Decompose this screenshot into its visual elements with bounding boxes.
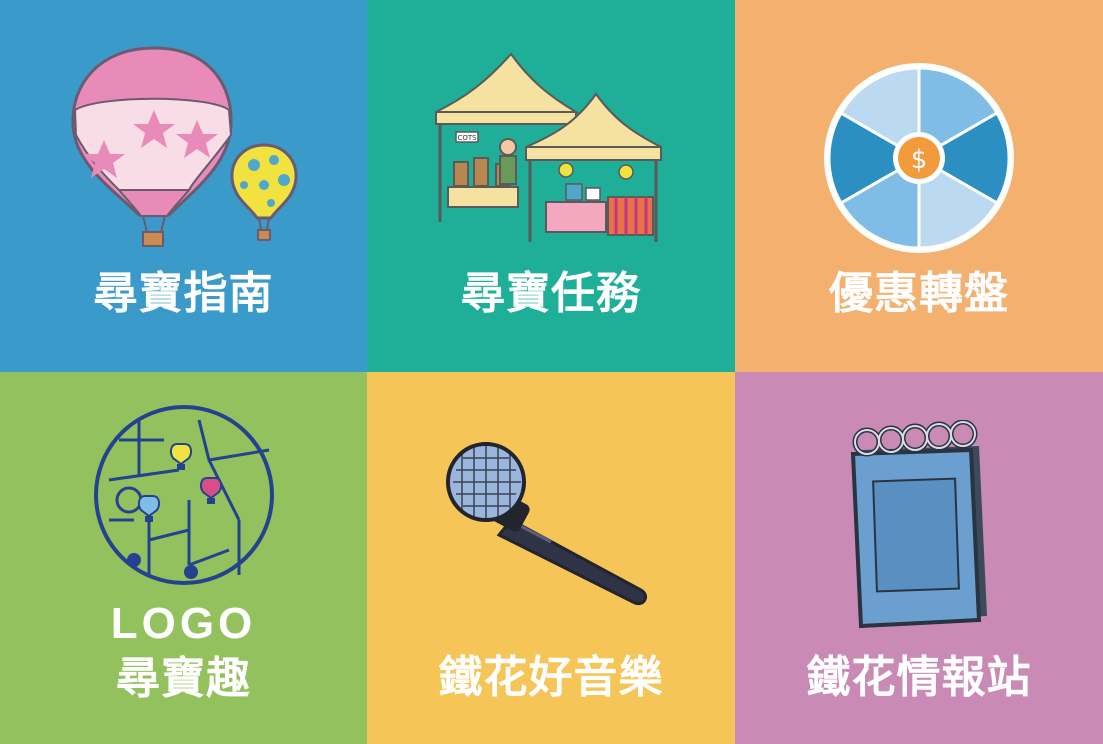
lantern-logo-icon <box>93 405 274 585</box>
tile-tiehua-info[interactable]: 鐵花情報站 <box>735 372 1103 744</box>
tile-logo-treasure[interactable]: LOGO 尋寶趣 <box>0 372 367 744</box>
notebook-icon <box>850 420 987 629</box>
tile-label: 優惠轉盤 <box>829 268 1009 319</box>
logo-label-line2: 尋寶趣 <box>116 653 251 704</box>
tile-tiehua-music[interactable]: 鐵花好音樂 <box>367 372 735 744</box>
tent-sign: COTS <box>457 134 477 142</box>
tile-label: 鐵花情報站 <box>806 652 1032 703</box>
logo-label-group: LOGO 尋寶趣 <box>0 598 367 708</box>
dollar-icon: $ <box>911 145 928 175</box>
microphone-icon <box>446 442 647 605</box>
hot-air-balloons-icon <box>70 46 298 247</box>
logo-label-line1: LOGO <box>110 599 257 648</box>
prize-wheel-icon: $ <box>824 63 1014 253</box>
tile-label: 鐵花好音樂 <box>438 652 664 703</box>
tile-label: 尋寶指南 <box>93 268 274 319</box>
tile-label: 尋寶任務 <box>461 268 641 319</box>
tile-prize-wheel[interactable]: $ 優惠轉盤 <box>735 0 1103 372</box>
market-tents-icon: COTS <box>435 52 662 242</box>
tile-treasure-mission[interactable]: COTS 尋寶任務 <box>367 0 735 372</box>
tile-treasure-guide[interactable]: 尋寶指南 <box>0 0 367 372</box>
